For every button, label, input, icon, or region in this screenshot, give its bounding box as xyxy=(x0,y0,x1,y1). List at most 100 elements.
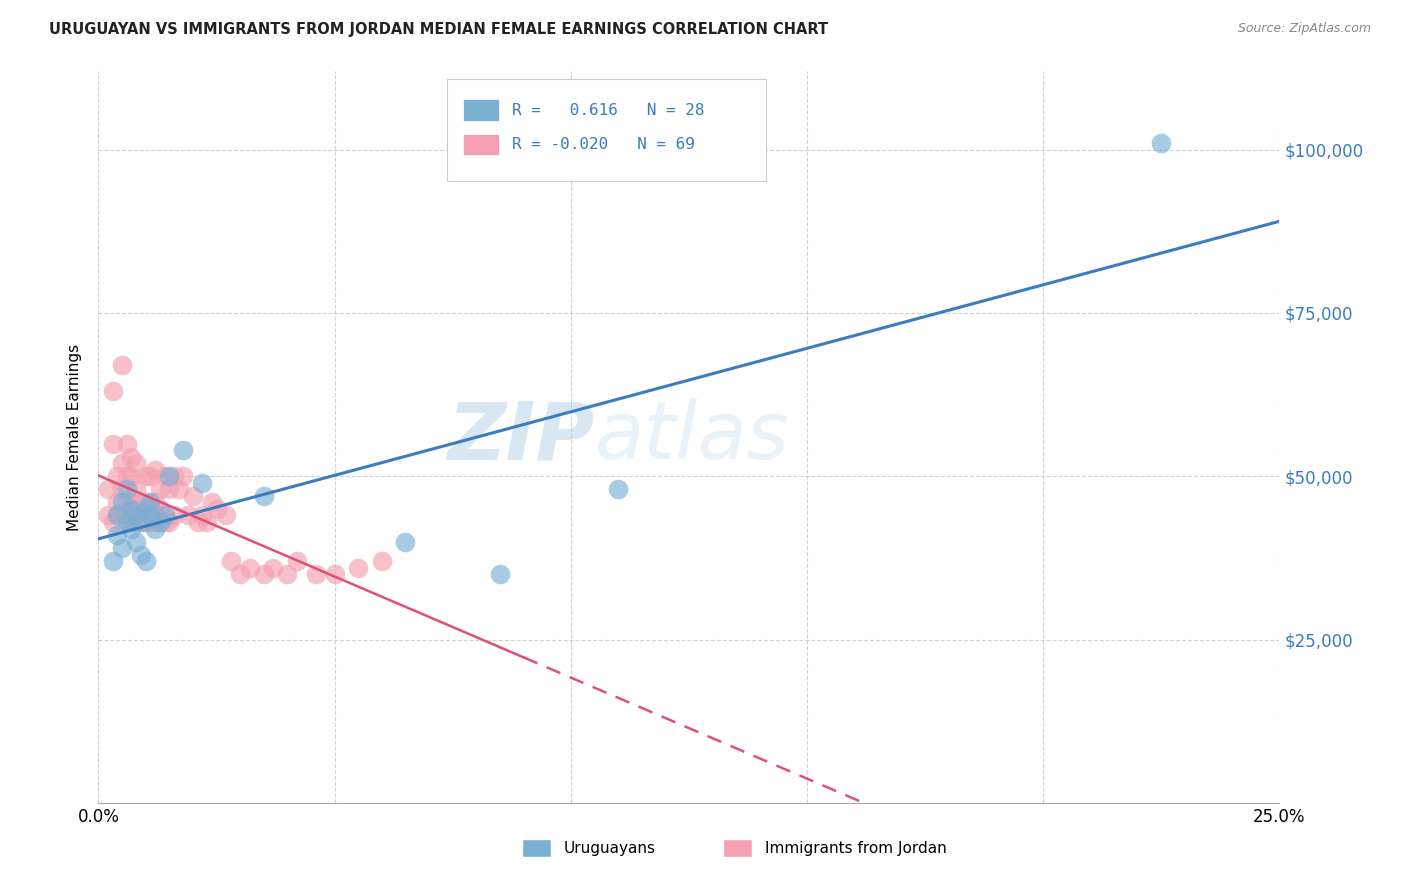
Point xyxy=(97,483,120,497)
FancyBboxPatch shape xyxy=(447,78,766,181)
Point xyxy=(105,495,128,509)
Point xyxy=(129,508,152,523)
Point xyxy=(177,508,200,523)
Point xyxy=(163,508,186,523)
Point xyxy=(157,515,180,529)
Point xyxy=(607,483,630,497)
Point xyxy=(129,515,152,529)
Point xyxy=(101,436,124,450)
Point xyxy=(172,443,194,458)
Point xyxy=(101,554,124,568)
Point xyxy=(181,489,204,503)
Point xyxy=(101,515,124,529)
Point xyxy=(157,469,180,483)
Point xyxy=(121,515,143,529)
Text: Immigrants from Jordan: Immigrants from Jordan xyxy=(765,840,946,855)
Point xyxy=(172,469,194,483)
Point xyxy=(129,515,152,529)
Text: R =   0.616   N = 28: R = 0.616 N = 28 xyxy=(512,103,704,118)
Point xyxy=(115,436,138,450)
Point xyxy=(111,541,134,555)
Text: R = -0.020   N = 69: R = -0.020 N = 69 xyxy=(512,137,695,152)
Point xyxy=(139,495,162,509)
Point xyxy=(239,560,262,574)
Point xyxy=(262,560,284,574)
Point xyxy=(135,502,157,516)
Point xyxy=(105,528,128,542)
Point xyxy=(153,508,176,523)
Point xyxy=(121,508,143,523)
Point xyxy=(135,508,157,523)
Point xyxy=(285,554,308,568)
Point xyxy=(101,384,124,399)
Point xyxy=(125,456,148,470)
Point xyxy=(191,475,214,490)
Point xyxy=(143,495,166,509)
Point xyxy=(347,560,370,574)
FancyBboxPatch shape xyxy=(723,839,752,857)
Point xyxy=(125,483,148,497)
Point xyxy=(111,495,134,509)
Point xyxy=(111,358,134,372)
Point xyxy=(115,469,138,483)
Point xyxy=(143,521,166,535)
Point xyxy=(253,567,276,582)
Point xyxy=(205,502,228,516)
FancyBboxPatch shape xyxy=(464,99,499,121)
Point xyxy=(276,567,298,582)
Point xyxy=(167,483,190,497)
Point xyxy=(139,469,162,483)
Text: ZIP: ZIP xyxy=(447,398,595,476)
Point xyxy=(125,534,148,549)
Point xyxy=(489,567,512,582)
Point xyxy=(105,508,128,523)
Point xyxy=(229,567,252,582)
Point xyxy=(135,495,157,509)
Point xyxy=(1150,136,1173,151)
Point xyxy=(149,515,172,529)
Point xyxy=(115,495,138,509)
Point xyxy=(115,483,138,497)
FancyBboxPatch shape xyxy=(523,839,551,857)
Point xyxy=(125,508,148,523)
Point xyxy=(253,489,276,503)
Point xyxy=(121,502,143,516)
Point xyxy=(187,515,209,529)
Point xyxy=(153,469,176,483)
Point xyxy=(153,515,176,529)
Point xyxy=(219,554,242,568)
Text: atlas: atlas xyxy=(595,398,789,476)
Point xyxy=(125,502,148,516)
Point xyxy=(135,554,157,568)
Point xyxy=(105,508,128,523)
Point xyxy=(111,456,134,470)
Point xyxy=(305,567,328,582)
Point xyxy=(129,495,152,509)
Point xyxy=(97,508,120,523)
Point xyxy=(125,515,148,529)
Point xyxy=(111,508,134,523)
Point xyxy=(394,534,416,549)
Point xyxy=(195,515,218,529)
Text: URUGUAYAN VS IMMIGRANTS FROM JORDAN MEDIAN FEMALE EARNINGS CORRELATION CHART: URUGUAYAN VS IMMIGRANTS FROM JORDAN MEDI… xyxy=(49,22,828,37)
Point xyxy=(149,515,172,529)
Point xyxy=(135,515,157,529)
Point xyxy=(135,469,157,483)
Point xyxy=(201,495,224,509)
Point xyxy=(121,521,143,535)
Point xyxy=(371,554,394,568)
Point xyxy=(323,567,346,582)
Text: Uruguayans: Uruguayans xyxy=(564,840,655,855)
Y-axis label: Median Female Earnings: Median Female Earnings xyxy=(66,343,82,531)
Point xyxy=(191,508,214,523)
Point xyxy=(105,469,128,483)
Point xyxy=(121,495,143,509)
Point xyxy=(139,508,162,523)
Text: Source: ZipAtlas.com: Source: ZipAtlas.com xyxy=(1237,22,1371,36)
Point xyxy=(115,508,138,523)
Point xyxy=(139,502,162,516)
Point xyxy=(157,483,180,497)
Point xyxy=(163,469,186,483)
Point xyxy=(139,515,162,529)
Point xyxy=(215,508,238,523)
